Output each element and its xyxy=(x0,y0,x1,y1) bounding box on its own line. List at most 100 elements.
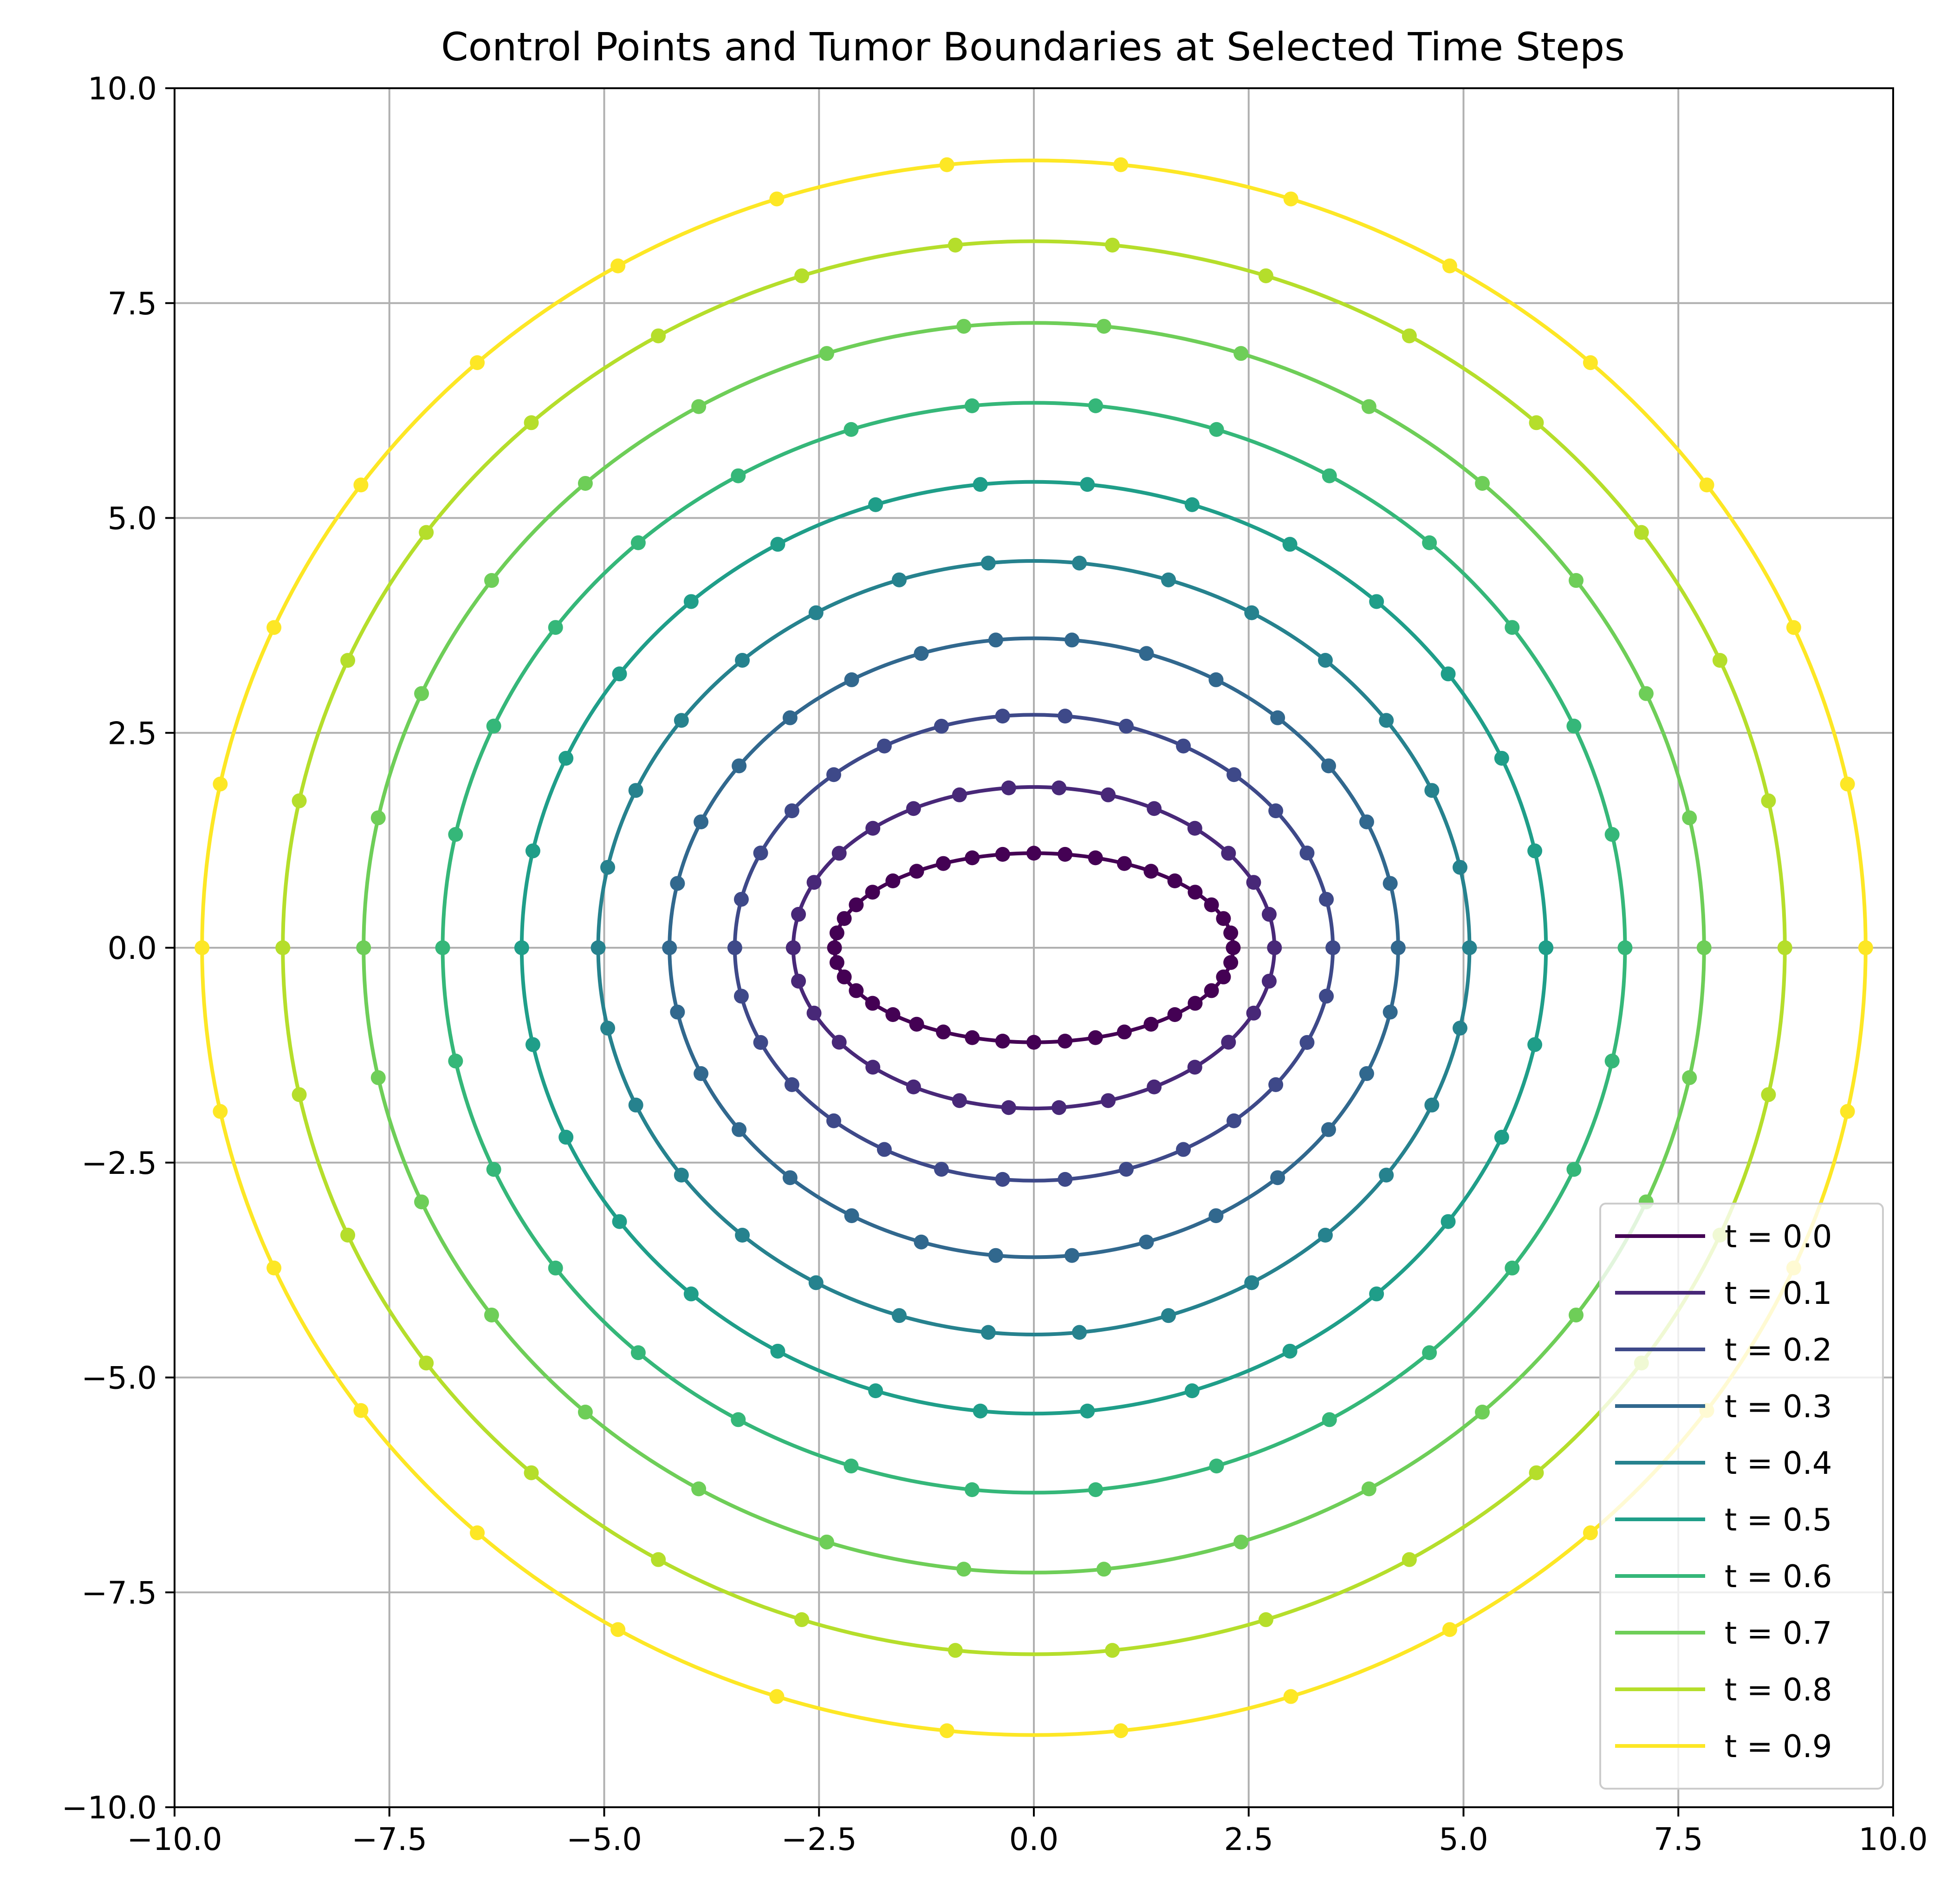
control-point xyxy=(1147,801,1162,816)
control-point xyxy=(1096,1562,1111,1577)
control-point xyxy=(973,477,988,492)
x-tick-label: 5.0 xyxy=(1439,1821,1488,1857)
control-point xyxy=(1143,864,1159,879)
control-point xyxy=(1026,846,1041,861)
control-point xyxy=(831,1035,847,1050)
series-t-6 xyxy=(435,398,1633,1498)
control-point xyxy=(612,1214,627,1229)
control-point xyxy=(1208,1208,1224,1224)
control-point xyxy=(939,157,954,172)
control-point xyxy=(195,940,210,955)
control-point xyxy=(1527,843,1543,859)
control-point xyxy=(1058,1034,1073,1049)
control-point xyxy=(1569,1307,1584,1322)
control-point xyxy=(1227,767,1242,782)
control-point xyxy=(1167,873,1182,889)
control-point xyxy=(769,1689,785,1704)
control-point xyxy=(865,1060,881,1075)
control-point xyxy=(1244,605,1259,620)
control-point xyxy=(885,1007,901,1022)
control-point xyxy=(1088,1030,1103,1045)
control-point xyxy=(844,422,859,437)
control-point xyxy=(514,940,529,955)
control-point xyxy=(1105,237,1120,253)
control-point xyxy=(1299,845,1315,860)
control-point xyxy=(995,1172,1010,1187)
control-point xyxy=(484,573,499,588)
y-tick-label: 0.0 xyxy=(107,930,157,966)
control-point xyxy=(1361,399,1376,414)
control-point xyxy=(1604,827,1620,842)
control-point xyxy=(784,803,799,819)
control-point xyxy=(419,1355,434,1371)
control-point xyxy=(806,1005,822,1021)
control-point xyxy=(275,940,291,955)
control-point xyxy=(558,1130,574,1145)
control-point xyxy=(1113,157,1129,172)
control-point xyxy=(909,864,924,879)
control-point xyxy=(1858,940,1873,955)
y-tick-label: −7.5 xyxy=(81,1575,157,1611)
control-point xyxy=(1204,983,1219,998)
control-point xyxy=(829,955,844,970)
control-point xyxy=(340,653,356,668)
control-point xyxy=(782,710,798,725)
control-point xyxy=(1209,422,1224,437)
control-point xyxy=(727,940,742,955)
control-point xyxy=(525,1037,540,1052)
control-point xyxy=(952,1093,967,1108)
control-point xyxy=(980,1325,996,1340)
control-point xyxy=(266,620,282,635)
series-t-7 xyxy=(356,319,1712,1577)
control-point xyxy=(591,940,606,955)
control-point xyxy=(1317,652,1333,668)
control-point xyxy=(791,973,806,989)
control-point xyxy=(1261,973,1277,989)
control-point xyxy=(1101,787,1116,802)
control-point xyxy=(819,1534,834,1550)
control-point xyxy=(1176,1142,1191,1157)
control-point xyxy=(914,1234,929,1250)
control-point xyxy=(934,1162,949,1177)
control-point xyxy=(524,1465,539,1480)
control-point xyxy=(1184,497,1200,512)
control-point xyxy=(448,827,463,842)
control-point xyxy=(844,1208,859,1224)
control-point xyxy=(1258,268,1273,283)
control-point xyxy=(837,969,852,984)
y-tick-label: −10.0 xyxy=(62,1790,157,1826)
control-point xyxy=(1682,810,1697,826)
control-point xyxy=(1072,555,1087,571)
control-point xyxy=(1369,594,1384,609)
control-point xyxy=(769,191,785,207)
control-point xyxy=(1617,940,1633,955)
control-point xyxy=(1268,803,1284,819)
control-point xyxy=(1223,955,1239,970)
x-tick-label: 2.5 xyxy=(1224,1821,1273,1857)
control-point xyxy=(1422,535,1437,550)
control-point xyxy=(1051,1100,1067,1115)
control-point xyxy=(1088,398,1103,413)
control-point xyxy=(849,983,864,998)
control-point xyxy=(735,1228,750,1243)
control-point xyxy=(1143,1016,1159,1032)
control-point xyxy=(1096,319,1111,334)
control-point xyxy=(1527,1037,1543,1052)
control-point xyxy=(1529,1465,1544,1480)
control-point xyxy=(353,477,369,493)
control-point xyxy=(578,475,593,491)
y-tick-label: −2.5 xyxy=(81,1145,157,1181)
y-tick-label: 2.5 xyxy=(107,715,157,751)
control-point xyxy=(876,738,892,754)
control-point xyxy=(770,537,785,552)
control-point xyxy=(674,1167,689,1183)
control-point xyxy=(1379,713,1394,728)
control-point xyxy=(1064,632,1080,648)
control-point xyxy=(1270,1170,1285,1185)
series-t-1 xyxy=(785,780,1282,1115)
control-point xyxy=(1840,776,1855,792)
control-point xyxy=(470,1525,485,1541)
control-point xyxy=(1283,1689,1298,1704)
control-point xyxy=(691,399,707,414)
control-point xyxy=(353,1403,369,1418)
